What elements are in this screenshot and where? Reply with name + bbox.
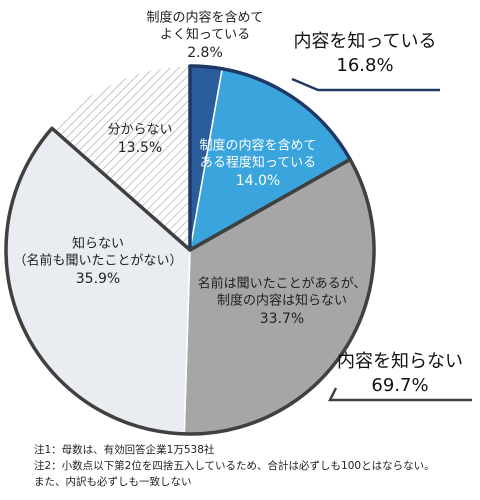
group-outline <box>4 126 376 436</box>
slice-label: 制度の内容を含めて <box>199 138 316 154</box>
group-value-label: 69.7% <box>371 375 428 396</box>
slice-label: 制度の内容は知らない <box>217 293 347 309</box>
group-outline <box>188 64 352 252</box>
group-value-label: 16.8% <box>336 55 393 76</box>
slice-label: 制度の内容を含めて <box>146 10 263 26</box>
note: 注1：母数は、有効回答企業1万538社 <box>34 443 215 456</box>
slice-value-label: 33.7% <box>260 311 304 327</box>
slice-label: 分からない <box>107 123 172 138</box>
slice-label: よく知っている <box>160 27 250 43</box>
slice-label: ある程度知っている <box>200 155 316 171</box>
group-label: 内容を知っている <box>293 31 436 52</box>
slice-label: 知らない <box>72 236 124 252</box>
slice-value-label: 35.9% <box>76 271 120 287</box>
slice-label: （名前も聞いたことがない） <box>13 253 182 269</box>
group-label: 内容を知らない <box>337 351 463 372</box>
note: 注2：小数点以下第2位を四捨五入しているため、合計は必ずしも100とはならない。 <box>34 459 435 472</box>
slice-value-label: 14.0% <box>236 173 280 189</box>
note: また、内訳も必ずしも一致しない <box>34 475 192 488</box>
slice-label: 名前は聞いたことがあるが、 <box>198 276 367 292</box>
slice-value-label: 2.8% <box>187 45 223 61</box>
slice-value-label: 13.5% <box>118 140 162 156</box>
pie-slice <box>50 65 191 252</box>
callout-line <box>291 77 440 92</box>
callout-line <box>327 387 472 402</box>
